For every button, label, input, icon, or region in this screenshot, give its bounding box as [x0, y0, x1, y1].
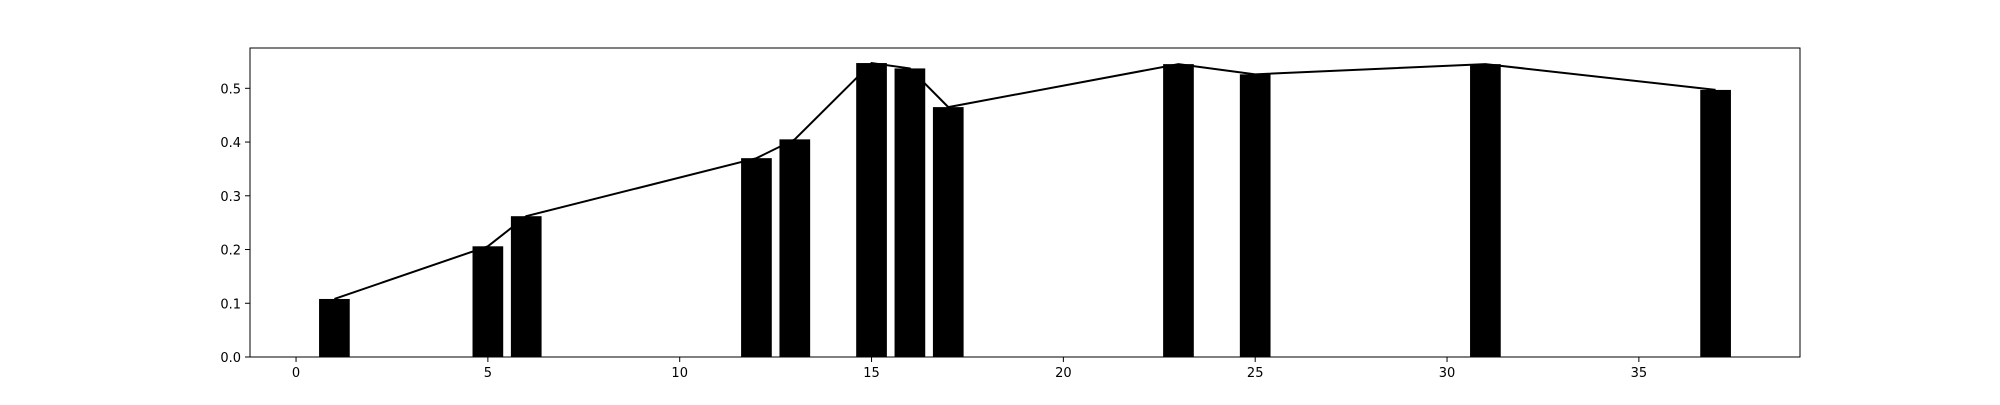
line-layer [334, 61, 1716, 300]
x-tick-label: 10 [671, 366, 688, 381]
x-tick-label: 30 [1439, 366, 1456, 381]
y-tick-label: 0.4 [220, 136, 241, 151]
x-tick-label: 35 [1631, 366, 1648, 381]
bar-25 [1239, 74, 1271, 357]
bar-23 [1163, 64, 1194, 358]
bar-17 [932, 107, 964, 357]
plot-frame [249, 47, 1801, 358]
axes-layer [249, 47, 1801, 358]
bars-layer [319, 63, 1731, 358]
y-tick-label: 0.0 [220, 351, 241, 366]
y-tick-label: 0.3 [220, 190, 241, 205]
trend-line [334, 61, 1716, 300]
bar-12 [741, 158, 772, 357]
bar-5 [472, 246, 504, 357]
bar-15 [856, 63, 887, 358]
x-tick-label: 0 [292, 366, 300, 381]
bar-31 [1470, 64, 1501, 358]
bar-13 [779, 139, 811, 357]
x-tick-label: 25 [1247, 366, 1264, 381]
y-tick-label: 0.5 [220, 82, 241, 97]
x-tick-label: 5 [484, 366, 492, 381]
y-tick-label: 0.2 [220, 244, 241, 259]
bar-16 [894, 68, 926, 358]
y-tick-label: 0.1 [220, 297, 241, 312]
x-tick-label: 20 [1055, 366, 1072, 381]
bar-6 [510, 216, 542, 357]
ticks-layer: 0 5 10 15 20 25 30 35 0.0 0.1 0.2 0.3 0.4 0.5 [220, 82, 1647, 381]
x-tick-label: 15 [863, 366, 880, 381]
bar-1 [319, 298, 350, 357]
bar-37 [1700, 89, 1731, 358]
